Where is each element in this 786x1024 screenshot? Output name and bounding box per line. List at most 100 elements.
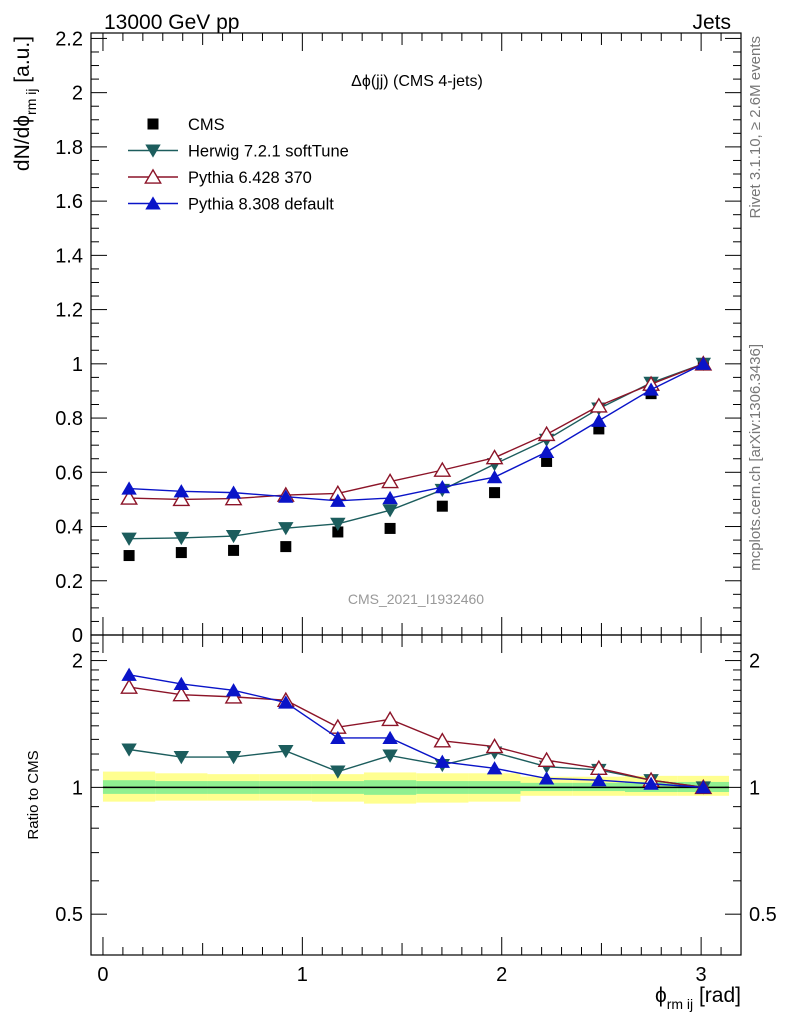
ratio-point <box>278 695 294 709</box>
data-point <box>278 522 294 536</box>
legend-entry-herwig-7-2-1-softtune: Herwig 7.2.1 softTune <box>128 143 349 161</box>
data-point <box>382 490 398 505</box>
legend-label: Herwig 7.2.1 softTune <box>188 143 349 161</box>
ratio-series-pythia-8-308-default <box>121 667 712 794</box>
data-point <box>332 526 344 538</box>
legend-marker <box>147 118 159 130</box>
ratio-point <box>330 765 346 779</box>
ratio-point <box>121 667 137 681</box>
ratio-plot-panel: 0.5 0.5 1 1 2 2 0 1 2 3 Ratio to CMS ϕrm ij [rad… <box>25 634 777 1012</box>
y-tick-label: 1.6 <box>55 191 83 213</box>
ratio-y-tick-label: 0.5 <box>55 904 83 926</box>
series-herwig-7-2-1-softtune <box>121 357 712 546</box>
ratio-point <box>381 710 399 727</box>
ratio-point <box>433 732 452 748</box>
ratio-point <box>538 771 555 785</box>
data-point <box>121 481 137 495</box>
y-tick-label: 0.8 <box>55 408 83 430</box>
data-point <box>434 480 451 494</box>
y-tick-label: 2 <box>72 83 83 105</box>
ratio-point <box>485 738 504 754</box>
legend-entry-pythia-8-308-default: Pythia 8.308 default <box>128 196 334 214</box>
data-point <box>381 472 399 489</box>
watermark: CMS_2021_I1932460 <box>348 591 484 607</box>
legend-label: Pythia 6.428 370 <box>188 169 312 187</box>
ratio-line-pythia-6-428-370 <box>128 686 704 789</box>
data-point <box>433 461 452 477</box>
ratio-point <box>382 730 398 745</box>
data-point <box>123 550 135 562</box>
data-point <box>591 413 607 427</box>
data-point <box>643 382 659 396</box>
y-tick-label: 1.4 <box>55 245 83 267</box>
data-point <box>593 423 605 435</box>
data-point <box>120 489 139 505</box>
data-point <box>589 397 608 413</box>
ratio-point <box>121 743 137 757</box>
data-point <box>228 544 240 556</box>
data-point <box>330 493 346 507</box>
ratio-point <box>120 678 139 694</box>
main-ylabel: dN/dϕrm ij [a.u.] <box>11 36 39 171</box>
ratio-y-tick-label-right: 1 <box>749 777 760 799</box>
series-line-pythia-8-308-default <box>129 363 704 502</box>
rivet-label: Rivet 3.1.10, ≥ 2.6M events <box>747 36 764 219</box>
data-point <box>225 485 242 499</box>
data-point <box>695 356 712 370</box>
ratio-point <box>278 744 294 759</box>
data-point <box>382 504 398 518</box>
y-tick-label: 0.4 <box>55 517 83 539</box>
data-point <box>538 444 555 459</box>
data-point <box>172 490 191 507</box>
data-point <box>436 500 448 512</box>
xlabel: ϕrm ij [rad] <box>655 984 741 1012</box>
data-point <box>173 531 190 546</box>
ratio-y-tick-label: 1 <box>72 777 83 799</box>
data-point <box>278 489 294 503</box>
legend-label: Pythia 8.308 default <box>188 196 334 214</box>
ratio-point <box>695 780 712 794</box>
header-left: 13000 GeV pp <box>104 11 239 34</box>
ratio-plot-frame <box>90 634 742 956</box>
main-plot-title: Δϕ(jj) (CMS 4-jets) <box>351 73 483 90</box>
legend-entry-pythia-6-428-370: Pythia 6.428 370 <box>128 168 312 187</box>
ratio-point <box>225 751 242 765</box>
data-point <box>330 517 346 531</box>
ratio-line-pythia-8-308-default <box>128 674 704 789</box>
data-point <box>541 455 553 467</box>
data-point <box>486 470 503 484</box>
ratio-point <box>173 751 190 765</box>
data-point <box>537 425 556 442</box>
y-tick-label: 2.2 <box>55 28 83 50</box>
header-right: Jets <box>692 11 731 34</box>
ratio-point <box>173 676 190 691</box>
ratio-line-herwig-7-2-1-softtune <box>128 748 704 789</box>
data-point <box>175 547 187 559</box>
ratio-point <box>486 761 503 775</box>
x-tick-label: 3 <box>696 964 707 986</box>
mcplots-label: mcplots.cern.ch [arXiv:1306.3436] <box>747 344 764 571</box>
series-line-pythia-6-428-370 <box>129 363 704 501</box>
ratio-point <box>643 776 659 790</box>
ratio-point <box>172 686 191 702</box>
data-point <box>173 484 190 498</box>
legend: CMS Herwig 7.2.1 softTune Pythia 6.428 370… <box>128 116 349 214</box>
legend-marker <box>145 196 161 210</box>
data-point <box>121 532 137 546</box>
data-point <box>280 541 292 553</box>
main-plot-panel: 0 0.2 0.4 0.6 0.8 1 1.2 1.4 1.6 1.8 2 2.2 Δϕ(jj) (C… <box>11 28 742 647</box>
ratio-point <box>225 683 242 697</box>
legend-marker <box>145 144 161 158</box>
ratio-y-tick-label: 2 <box>72 651 83 673</box>
y-tick-label: 1 <box>72 354 83 376</box>
ratio-point <box>434 754 451 768</box>
ratio-y-tick-label-right: 2 <box>749 651 760 673</box>
data-point <box>485 449 504 465</box>
y-tick-label: 0.6 <box>55 462 83 484</box>
y-tick-label: 0.2 <box>55 571 83 593</box>
ratio-point <box>330 730 346 745</box>
ratio-point <box>537 751 556 767</box>
ratio-point <box>591 773 607 787</box>
legend-entry-cms: CMS <box>147 116 225 134</box>
